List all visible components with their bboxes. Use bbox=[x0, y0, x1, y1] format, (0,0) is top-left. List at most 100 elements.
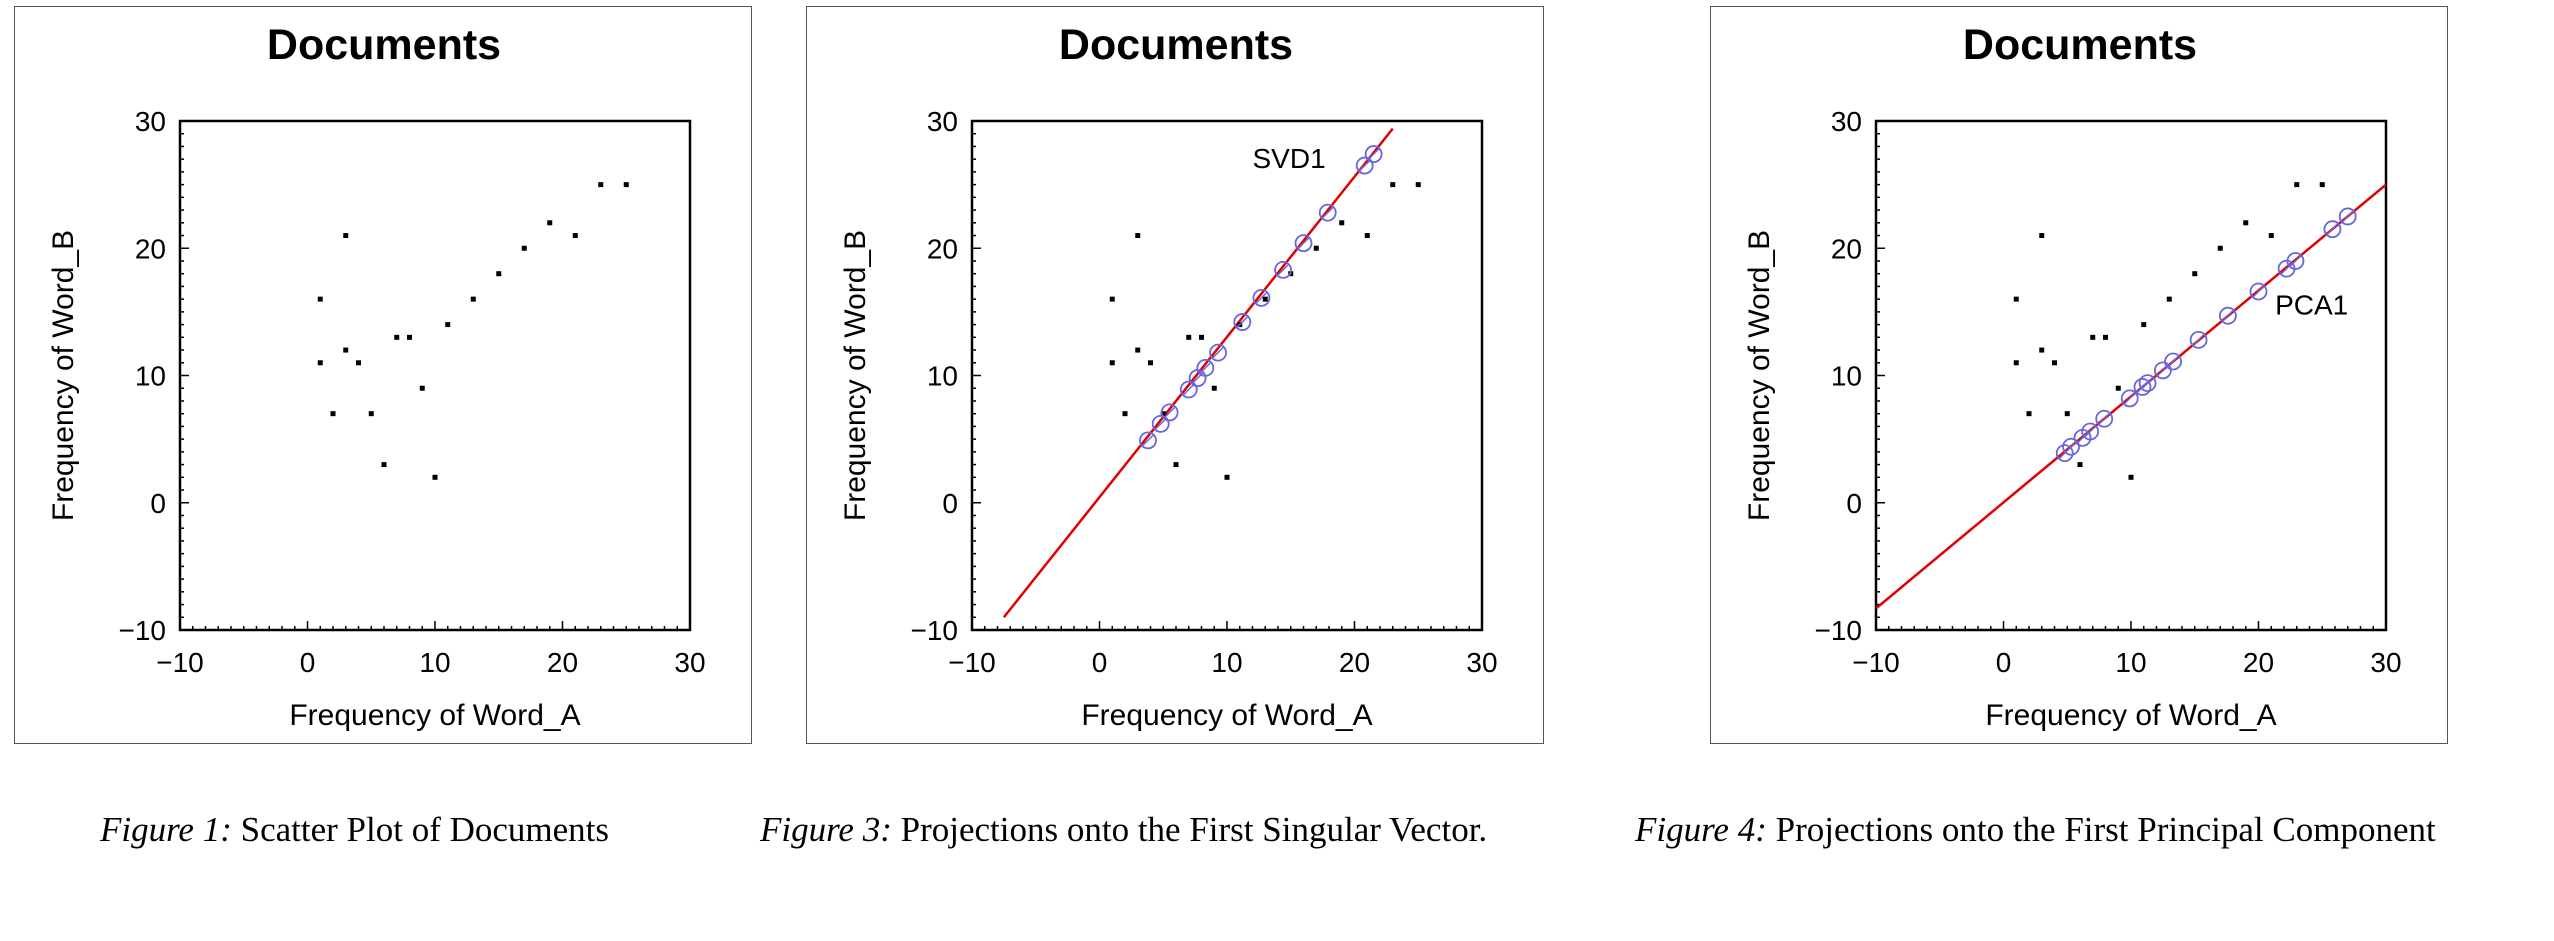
projection-marker bbox=[2081, 422, 2100, 441]
projection-slash bbox=[2077, 432, 2089, 444]
x-tick-label: −10 bbox=[1852, 647, 1900, 678]
projection-slash bbox=[1164, 406, 1176, 418]
x-tick-label: 10 bbox=[2115, 647, 2146, 678]
data-point bbox=[2090, 334, 2096, 340]
data-point bbox=[1339, 220, 1345, 226]
y-tick-label: 0 bbox=[150, 488, 166, 519]
projection-marker bbox=[2133, 378, 2152, 396]
projection-circle bbox=[2338, 207, 2357, 226]
data-point bbox=[2115, 385, 2121, 391]
projection-slash bbox=[2193, 334, 2205, 346]
plot-frame bbox=[1874, 119, 2388, 632]
projection-circle bbox=[1364, 145, 1383, 163]
projection-marker bbox=[2138, 374, 2157, 393]
data-point bbox=[1173, 462, 1179, 468]
projection-circle bbox=[1139, 431, 1157, 450]
figure-number: Figure 3: bbox=[760, 810, 892, 849]
figure-number: Figure 4: bbox=[1635, 810, 1767, 849]
projection-circle bbox=[2323, 220, 2342, 239]
projection-circle bbox=[1252, 288, 1271, 307]
chart-svg: Documents −10 0 10 20 30 −10 0 10 20 30 Frequency o… bbox=[47, 21, 706, 732]
data-point bbox=[2141, 322, 2147, 328]
x-tick-label: 30 bbox=[674, 647, 705, 678]
data-point bbox=[598, 182, 604, 188]
y-tick-label: −10 bbox=[1815, 615, 1863, 646]
projection-marker bbox=[1179, 380, 1198, 399]
projection-marker bbox=[1252, 288, 1271, 307]
projection-slash bbox=[1277, 264, 1289, 276]
projection-circle bbox=[1196, 358, 1215, 377]
data-point bbox=[2039, 233, 2045, 239]
data-point bbox=[317, 360, 323, 366]
y-tick-label: 30 bbox=[135, 106, 166, 137]
projection-circle bbox=[1274, 260, 1293, 279]
data-point bbox=[2192, 271, 2198, 277]
x-axis-label: Frequency of Word_A bbox=[289, 699, 580, 732]
x-tick-label: −10 bbox=[156, 647, 204, 678]
projection-marker bbox=[2323, 220, 2342, 239]
data-point bbox=[1390, 182, 1396, 188]
chart-svg: Documents −10 0 10 20 30 −10 0 10 20 30 Frequency o… bbox=[1743, 21, 2402, 732]
projection-circle bbox=[2189, 330, 2208, 349]
projection-circle bbox=[2286, 252, 2305, 270]
data-point bbox=[1122, 411, 1128, 417]
projection-slash bbox=[1155, 418, 1167, 430]
projection-slash bbox=[2167, 355, 2179, 368]
data-point bbox=[2103, 334, 2108, 340]
projection-circle bbox=[2138, 374, 2157, 393]
figure-caption: Figure 4: Projections onto the First Pri… bbox=[1635, 810, 2436, 850]
data-point bbox=[1313, 245, 1319, 251]
y-tick-label: 10 bbox=[927, 361, 958, 392]
figure-caption: Figure 3: Projections onto the First Sin… bbox=[760, 810, 1487, 850]
y-tick-label: 20 bbox=[927, 233, 958, 264]
data-point bbox=[1135, 347, 1141, 353]
projection-slash bbox=[2342, 210, 2354, 222]
projection-circle bbox=[2081, 422, 2100, 441]
projection-marker bbox=[1274, 260, 1293, 279]
x-tick-label: 30 bbox=[2370, 647, 2401, 678]
projection-slash bbox=[2289, 255, 2302, 267]
y-tick-label: 10 bbox=[1831, 361, 1862, 392]
data-point bbox=[1364, 233, 1370, 239]
projection-marker bbox=[1233, 313, 1252, 331]
projection-slash bbox=[1359, 160, 1371, 172]
projection-slash bbox=[2084, 425, 2096, 438]
x-tick-label: 20 bbox=[1339, 647, 1370, 678]
data-point bbox=[2128, 474, 2134, 480]
data-point bbox=[368, 411, 374, 417]
chart-title: Documents bbox=[1059, 21, 1293, 69]
projection-circle bbox=[1209, 343, 1227, 362]
chart-panel-scatter: Documents −10 0 10 20 30 −10 0 10 20 30 Frequency o… bbox=[14, 6, 752, 744]
y-tick-label: 30 bbox=[1831, 106, 1862, 137]
plot-frame bbox=[970, 119, 1484, 632]
projection-marker bbox=[2286, 252, 2305, 270]
projection-slash bbox=[2065, 441, 2077, 453]
projection-marker bbox=[2095, 409, 2114, 428]
data-point bbox=[1109, 296, 1115, 302]
figure-caption: Figure 1: Scatter Plot of Documents bbox=[100, 810, 609, 850]
x-tick-label: 0 bbox=[1996, 647, 2012, 678]
chart-title: Documents bbox=[267, 21, 501, 69]
projection-slash bbox=[1297, 237, 1310, 249]
projection-circle bbox=[1318, 203, 1337, 222]
y-tick-label: 0 bbox=[1846, 488, 1862, 519]
line-label: SVD1 bbox=[1253, 143, 1326, 174]
data-point bbox=[432, 474, 438, 480]
data-point bbox=[2243, 220, 2249, 226]
projection-marker bbox=[2189, 330, 2208, 349]
data-point bbox=[1148, 360, 1153, 366]
data-point bbox=[1135, 233, 1141, 239]
projection-circle bbox=[2055, 444, 2074, 463]
data-point bbox=[407, 334, 412, 340]
projection-circle bbox=[2164, 352, 2182, 371]
x-tick-label: 0 bbox=[1092, 647, 1108, 678]
data-point bbox=[445, 322, 451, 328]
data-point bbox=[2013, 360, 2019, 366]
projection-slash bbox=[2326, 223, 2338, 235]
projection-marker bbox=[1364, 145, 1383, 163]
y-tick-label: −10 bbox=[119, 615, 167, 646]
data-point bbox=[2013, 296, 2019, 302]
projection-marker bbox=[2219, 306, 2237, 325]
data-point bbox=[547, 220, 553, 226]
projection-slash bbox=[2142, 377, 2154, 389]
